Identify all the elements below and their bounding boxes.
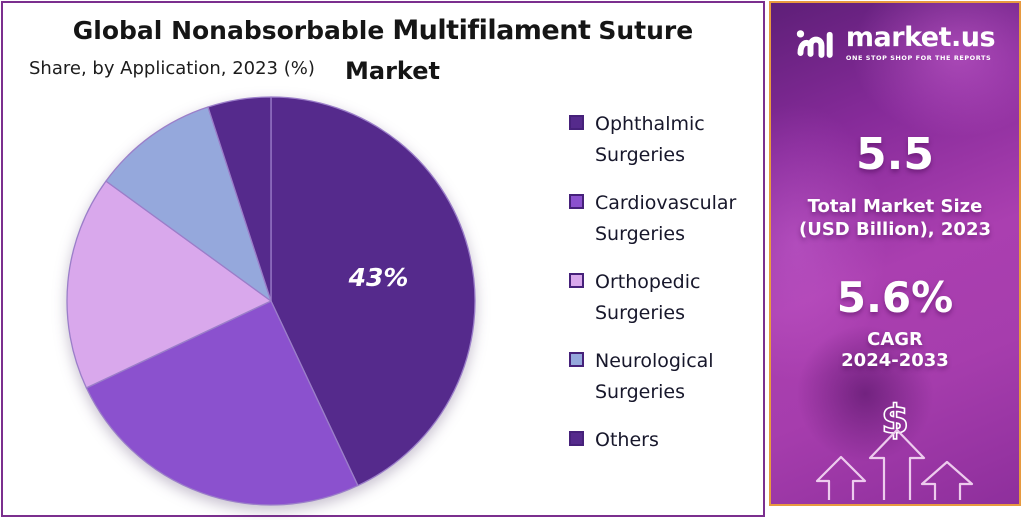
- chart-legend: Ophthalmic Surgeries Cardiovascular Surgeri…: [569, 109, 765, 473]
- legend-item: Orthopedic Surgeries: [569, 267, 765, 329]
- pie-slice-ophthalmic-surgeries: [270, 96, 476, 487]
- arrow-right: [920, 460, 974, 500]
- chart-title-part4: Market: [345, 57, 440, 85]
- stats-sidebar: market.us ONE STOP SHOP FOR THE REPORTS …: [769, 1, 1021, 506]
- arrow-middle: [868, 428, 926, 500]
- cagr-label-line2: 2024-2033: [841, 350, 949, 371]
- cagr-label: CAGR 2024-2033: [771, 329, 1019, 371]
- market-size-label-line1: Total Market Size: [807, 196, 983, 217]
- legend-item: Cardiovascular Surgeries: [569, 188, 765, 250]
- chart-title-part2: Multifilament: [392, 15, 591, 46]
- legend-item: Others: [569, 425, 765, 456]
- brand-tagline: ONE STOP SHOP FOR THE REPORTS: [845, 54, 992, 62]
- chart-panel: Global Nonabsorbable Multifilament Sutur…: [1, 1, 765, 517]
- growth-arrows-icon: [771, 420, 1019, 504]
- marketus-logo-text: market.us ONE STOP SHOP FOR THE REPORTS: [845, 22, 996, 62]
- pie-slice-others: [207, 96, 272, 302]
- legend-swatch: [569, 431, 584, 446]
- chart-subtitle: Share, by Application, 2023 (%): [29, 58, 315, 79]
- pie-slice-cardiovascular-surgeries: [85, 300, 359, 506]
- legend-swatch: [569, 115, 584, 130]
- pie-data-label: 43%: [348, 263, 409, 292]
- pie-chart: 43%: [66, 96, 476, 506]
- legend-label: Others: [595, 429, 659, 451]
- legend-label: Cardiovascular Surgeries: [595, 192, 737, 245]
- cagr-value: 5.6%: [836, 273, 954, 322]
- arrow-left: [815, 455, 867, 500]
- legend-swatch: [569, 273, 584, 288]
- legend-item: Ophthalmic Surgeries: [569, 109, 765, 171]
- market-size-value: 5.5: [856, 129, 934, 180]
- dollar-sign-icon: $: [771, 395, 1019, 443]
- market-size-label: Total Market Size (USD Billion), 2023: [771, 195, 1019, 241]
- marketus-logo: market.us ONE STOP SHOP FOR THE REPORTS: [771, 23, 1019, 63]
- pie-slice-neurological-surgeries: [105, 106, 272, 302]
- legend-swatch: [569, 352, 584, 367]
- brand-name: market.us: [845, 22, 996, 53]
- pie-slice-orthopedic-surgeries: [66, 180, 272, 389]
- legend-label: Neurological Surgeries: [595, 350, 714, 403]
- legend-swatch: [569, 194, 584, 209]
- dollar-sign-text: $: [881, 397, 909, 443]
- marketus-logo-icon: [796, 30, 833, 58]
- chart-title-part1: Global Nonabsorbable: [72, 16, 385, 45]
- legend-label: Orthopedic Surgeries: [595, 271, 701, 324]
- chart-title-part3: Suture: [598, 16, 694, 45]
- legend-item: Neurological Surgeries: [569, 346, 765, 408]
- cagr-label-line1: CAGR: [867, 329, 923, 350]
- chart-title: Global Nonabsorbable Multifilament Sutur…: [3, 15, 763, 46]
- market-size-label-line2: (USD Billion), 2023: [798, 219, 992, 240]
- legend-label: Ophthalmic Surgeries: [595, 113, 705, 166]
